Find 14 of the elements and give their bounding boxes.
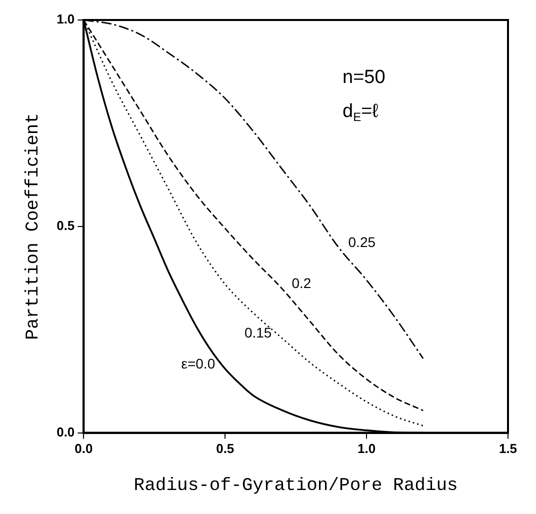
series-label: ε=0.0 xyxy=(181,356,216,372)
series-label: 0.25 xyxy=(348,234,376,250)
y-tick-label: 1.0 xyxy=(56,12,75,27)
x-axis-title: Radius-of-Gyration/Pore Radius xyxy=(134,476,458,496)
series-label: 0.2 xyxy=(292,275,312,292)
x-tick-label: 1.0 xyxy=(358,441,376,456)
annotation: n=50 xyxy=(342,67,386,88)
x-tick-label: 0.5 xyxy=(216,441,234,456)
y-tick-label: 0.5 xyxy=(56,218,75,233)
y-axis-title: Partition Coefficient xyxy=(24,112,44,340)
y-tick-label: 0.0 xyxy=(56,424,75,440)
x-tick-label: 1.5 xyxy=(498,441,518,456)
series-label: 0.15 xyxy=(244,324,272,341)
x-tick-label: 0.0 xyxy=(74,441,93,456)
